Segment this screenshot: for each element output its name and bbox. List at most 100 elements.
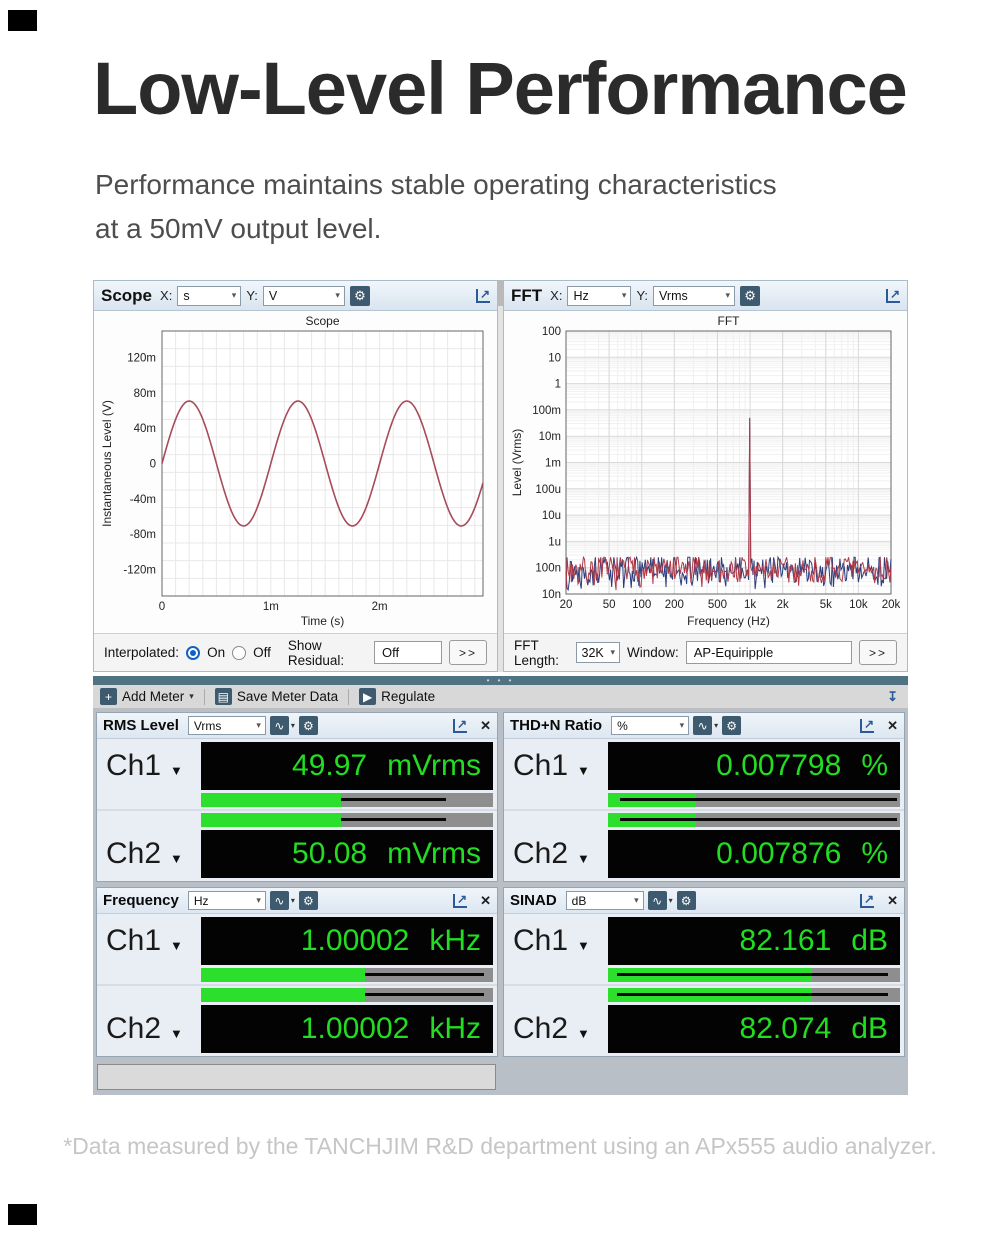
fft-length-label: FFT Length: [514, 637, 560, 668]
scope-more-button[interactable]: >> [448, 640, 487, 665]
channel-divider [97, 809, 497, 811]
level-bar-ch2 [608, 988, 900, 1002]
level-bars [97, 965, 497, 1005]
splitter-grip-dots: • • • [486, 676, 515, 685]
vertical-splitter[interactable] [498, 280, 503, 672]
gear-icon[interactable]: ⚙ [740, 285, 761, 306]
chevron-down-icon: ▼ [577, 762, 590, 778]
channel-selector-ch2[interactable]: Ch2 ▼ [106, 837, 183, 870]
regulate-button[interactable]: ▶ Regulate [356, 688, 438, 705]
interpolated-off-label: Off [253, 645, 271, 660]
play-icon: ▶ [359, 688, 377, 705]
readout-ch2: 82.074 dB [608, 1005, 900, 1053]
popout-icon[interactable]: ↗ [476, 288, 490, 303]
partial-meter-row [96, 1062, 905, 1092]
level-bars [504, 965, 904, 1005]
chevron-down-icon: ▾ [725, 290, 731, 300]
fft-panel: FFT X: Hz ▾ Y: Vrms ▾ ⚙ ↗ FFT [503, 280, 908, 672]
unit-dropdown[interactable]: dB ▾ [565, 891, 644, 910]
channel-selector-ch1[interactable]: Ch1 ▼ [106, 924, 183, 957]
y-axis-label: Y: [636, 288, 649, 303]
svg-text:100m: 100m [532, 405, 561, 417]
interpolated-label: Interpolated: [104, 645, 180, 660]
channel-selector-ch1[interactable]: Ch1 ▼ [106, 749, 183, 782]
fft-panel-footer: FFT Length: 32K ▾ Window: AP-Equiripple … [504, 633, 907, 671]
level-bar-ch2 [201, 988, 493, 1002]
meter-body: Ch1 ▼ 82.161 dB [504, 914, 904, 1057]
popout-icon[interactable]: ↗ [453, 893, 468, 908]
svg-text:Time (s): Time (s) [301, 614, 345, 628]
chevron-down-icon: ▼ [170, 762, 183, 778]
channel-selector-ch1[interactable]: Ch1 ▼ [513, 749, 590, 782]
save-meter-data-button[interactable]: ▤ Save Meter Data [212, 688, 341, 705]
subtitle-line2: at a 50mV output level. [95, 213, 382, 244]
horizontal-splitter[interactable]: • • • [93, 676, 908, 685]
channel-row-ch2: Ch2 ▼ 1.00002 kHz [101, 1005, 493, 1053]
level-bar-ch2 [201, 813, 493, 827]
readout-ch1: 1.00002 kHz [201, 917, 493, 965]
window-field[interactable]: AP-Equiripple [685, 641, 852, 664]
popout-icon[interactable]: ↗ [860, 718, 875, 733]
channel-row-ch1: Ch1 ▼ 82.161 dB [508, 917, 900, 965]
meter-header: SINAD dB ▾ ∿ ▾ ⚙ ↗ ✕ [504, 888, 904, 914]
readout-ch1: 0.007798 % [608, 742, 900, 790]
meter-panel-rms-level: RMS Level Vrms ▾ ∿ ▾ ⚙ ↗ ✕ [96, 712, 498, 882]
meter-panel-thdn-ratio: THD+N Ratio % ▾ ∿ ▾ ⚙ ↗ ✕ [503, 712, 905, 882]
meter-body: Ch1 ▼ 1.00002 kHz [97, 914, 497, 1057]
channel-row-ch1: Ch1 ▼ 1.00002 kHz [101, 917, 493, 965]
chevron-down-icon: ▼ [170, 1025, 183, 1041]
close-icon[interactable]: ✕ [480, 892, 491, 908]
unit-dropdown[interactable]: Hz ▾ [187, 891, 266, 910]
svg-text:10n: 10n [542, 589, 561, 601]
meter-graph-icon[interactable]: ∿ [269, 891, 289, 910]
popout-icon[interactable]: ↗ [860, 893, 875, 908]
close-icon[interactable]: ✕ [887, 892, 898, 908]
channel-selector-ch2[interactable]: Ch2 ▼ [106, 1012, 183, 1045]
meter-graph-icon[interactable]: ∿ [647, 891, 667, 910]
fft-panel-header: FFT X: Hz ▾ Y: Vrms ▾ ⚙ ↗ [504, 281, 907, 311]
svg-text:80m: 80m [134, 388, 156, 400]
meter-panel-sinad: SINAD dB ▾ ∿ ▾ ⚙ ↗ ✕ [503, 887, 905, 1057]
svg-text:100: 100 [542, 326, 561, 338]
gear-icon[interactable]: ⚙ [722, 716, 742, 735]
y-unit-dropdown[interactable]: V ▾ [262, 285, 345, 306]
x-unit-dropdown[interactable]: Hz ▾ [567, 285, 632, 306]
popout-icon[interactable]: ↗ [453, 718, 468, 733]
level-bar-ch1 [201, 968, 493, 982]
channel-selector-ch1[interactable]: Ch1 ▼ [513, 924, 590, 957]
close-icon[interactable]: ✕ [480, 717, 491, 733]
meter-graph-icon[interactable]: ∿ [269, 716, 289, 735]
scope-chart-area: Scope 120m 80m 40m 0 -40m -80m -120m 0 1m 2m Time (… [94, 311, 497, 633]
fft-more-button[interactable]: >> [858, 640, 897, 665]
gear-icon[interactable]: ⚙ [298, 891, 318, 910]
popout-icon[interactable]: ↗ [886, 288, 900, 303]
pin-icon[interactable]: ↧ [887, 688, 898, 704]
channel-selector-ch2[interactable]: Ch2 ▼ [513, 1012, 590, 1045]
y-unit-dropdown[interactable]: Vrms ▾ [653, 285, 736, 306]
gear-icon[interactable]: ⚙ [676, 891, 696, 910]
meter-panel-frequency: Frequency Hz ▾ ∿ ▾ ⚙ ↗ ✕ [96, 887, 498, 1057]
svg-text:10u: 10u [542, 510, 561, 522]
svg-text:10k: 10k [849, 599, 868, 611]
meters-area: RMS Level Vrms ▾ ∿ ▾ ⚙ ↗ ✕ [93, 709, 908, 1095]
svg-text:10m: 10m [539, 431, 561, 443]
show-residual-field[interactable]: Off [373, 641, 442, 664]
unit-dropdown[interactable]: Vrms ▾ [187, 716, 266, 735]
scope-chart: Scope 120m 80m 40m 0 -40m -80m -120m 0 1m 2m Time (… [100, 314, 491, 630]
gear-icon[interactable]: ⚙ [349, 285, 370, 306]
level-bars [97, 790, 497, 830]
unit-dropdown[interactable]: % ▾ [611, 716, 690, 735]
svg-text:1m: 1m [263, 601, 279, 613]
meter-title: RMS Level [103, 717, 179, 734]
channel-selector-ch2[interactable]: Ch2 ▼ [513, 837, 590, 870]
meter-graph-icon[interactable]: ∿ [693, 716, 713, 735]
interpolated-on-radio[interactable] [186, 645, 201, 660]
fft-length-dropdown[interactable]: 32K ▾ [575, 642, 620, 663]
x-unit-dropdown[interactable]: s ▾ [177, 285, 242, 306]
close-icon[interactable]: ✕ [887, 717, 898, 733]
add-meter-button[interactable]: + Add Meter ▾ [97, 688, 197, 705]
gear-icon[interactable]: ⚙ [298, 716, 318, 735]
scope-panel-header: Scope X: s ▾ Y: V ▾ ⚙ ↗ [94, 281, 497, 311]
chevron-down-icon: ▾ [668, 896, 673, 905]
interpolated-off-radio[interactable] [232, 645, 247, 660]
